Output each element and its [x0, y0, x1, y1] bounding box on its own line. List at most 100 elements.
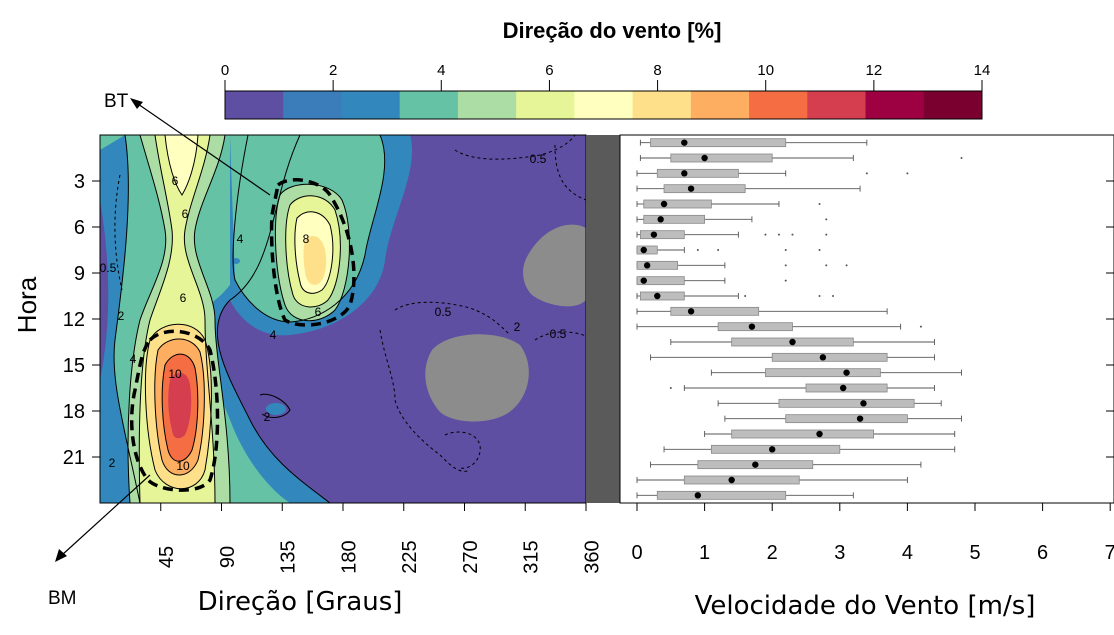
box: [765, 368, 881, 378]
contour-label: 2: [264, 410, 271, 424]
x-tick-label: 225: [399, 540, 421, 573]
colorbar-bin: [632, 91, 692, 119]
box: [639, 291, 685, 301]
y-tick-label: 15: [63, 355, 85, 377]
median-point: [839, 384, 847, 392]
contour-label: 2: [118, 309, 125, 323]
x-tick-label: 2: [767, 542, 778, 564]
outlier-point: [818, 203, 821, 205]
box: [636, 260, 678, 270]
x-tick-label: 45: [156, 546, 178, 568]
outlier-point: [777, 233, 780, 236]
box: [643, 199, 712, 209]
outlier-point: [832, 295, 835, 297]
colorbar-bin: [749, 91, 808, 119]
y-tick-label: 12: [63, 309, 85, 331]
contour-label: 2: [109, 456, 116, 470]
median-point: [640, 277, 647, 284]
colorbar-title: Direção do vento [%]: [503, 18, 722, 43]
x-tick-label: 6: [1037, 542, 1048, 564]
outlier-point: [919, 325, 922, 328]
colorbar-bin: [283, 91, 342, 119]
median-point: [681, 139, 688, 146]
outlier-point: [818, 295, 821, 297]
x-tick-label: 4: [902, 542, 913, 564]
y-tick-label: 21: [63, 447, 85, 469]
colorbar-bin: [516, 91, 575, 119]
box: [656, 168, 739, 178]
box: [778, 398, 915, 408]
outlier-point: [717, 249, 720, 251]
median-point: [843, 369, 850, 376]
bm-outline: [129, 329, 220, 492]
contour-label: 0.5: [530, 152, 547, 166]
median-point: [752, 461, 759, 468]
colorbar-tick-labels: 0 2 4 6 8 10 12 14: [221, 62, 990, 91]
median-point: [701, 154, 708, 162]
x-axis-speed: 0 1 2 3 4 5 6 7: [631, 503, 1114, 564]
outlier-point: [906, 172, 909, 175]
outlier-point: [845, 264, 848, 267]
contour-label: 6: [315, 305, 322, 319]
box: [785, 414, 908, 424]
colorbar-bin: [690, 91, 750, 119]
y-axis-label: Hora: [12, 276, 42, 333]
colorbar-bin: [574, 91, 634, 119]
outlier-point: [744, 295, 747, 297]
contour-label: 6: [182, 207, 189, 221]
colorbar-tick-label: 4: [437, 62, 445, 79]
x-axis-label-speed: Velocidade do Vento [m/s]: [695, 591, 1036, 621]
box: [656, 490, 787, 500]
outlier-point: [825, 264, 828, 267]
outlier-point: [865, 172, 868, 175]
median-point: [819, 354, 827, 361]
box: [636, 245, 658, 255]
median-point: [789, 338, 796, 346]
heatmap-field: 6 6 4 2 6 8 6 4 2 4 2 10 10 0.5 0.5 0.5 0.5 2: [100, 135, 586, 503]
y-tick-label: 6: [74, 217, 85, 239]
bt-annotation: BT: [104, 91, 271, 196]
contour-label: 0.5: [435, 305, 452, 319]
outlier-point: [669, 387, 672, 389]
outlier-point: [825, 218, 828, 221]
box: [717, 322, 793, 332]
x-tick-label: 270: [460, 540, 482, 573]
median-point: [816, 430, 823, 438]
contour-label: 4: [270, 328, 277, 342]
box: [731, 429, 875, 439]
outlier-point: [784, 279, 787, 282]
contour-label: 0.5: [100, 261, 117, 275]
contour-label: 4: [237, 232, 244, 246]
outlier-point: [791, 233, 794, 236]
box: [650, 138, 787, 148]
x-tick-label: 360: [581, 540, 603, 573]
x-tick-label: 1: [699, 542, 710, 564]
colorbar: [225, 91, 983, 119]
outlier-point: [764, 233, 767, 236]
x-tick-label: 135: [278, 540, 300, 573]
colorbar-bin: [399, 91, 459, 119]
contour-label: 10: [176, 459, 190, 473]
contour-label: 6: [180, 291, 187, 305]
box: [670, 306, 760, 316]
colorbar-bin: [807, 91, 867, 119]
x-tick-label: 90: [217, 546, 239, 568]
colorbar-bin: [457, 91, 517, 119]
contour-label: 0.5: [550, 327, 567, 341]
y-tick-label: 3: [74, 171, 85, 193]
colorbar-tick-label: 0: [221, 62, 229, 79]
boxplot-frame: [619, 134, 1114, 504]
contour-label: 4: [130, 352, 137, 366]
x-tick-label: 7: [1105, 542, 1114, 564]
outlier-point: [825, 233, 828, 236]
colorbar-tick-label: 8: [653, 62, 661, 79]
x-tick-label: 3: [834, 542, 845, 564]
median-point: [650, 231, 658, 238]
median-point: [657, 216, 664, 223]
colorbar-bin: [225, 91, 284, 119]
colorbar-tick-label: 10: [757, 62, 774, 79]
bm-label: BM: [48, 588, 77, 609]
box: [663, 184, 746, 194]
x-tick-label: 5: [969, 542, 980, 564]
